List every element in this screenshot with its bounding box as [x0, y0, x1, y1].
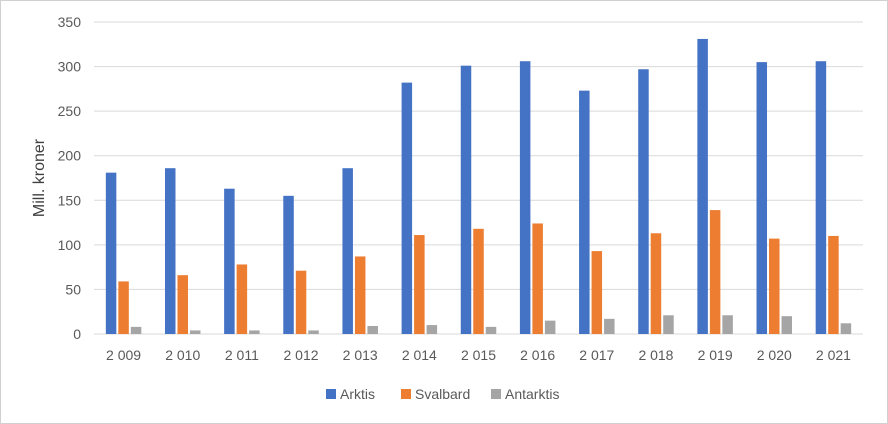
y-tick-label: 150 [58, 192, 82, 208]
bar-arktis-5 [401, 82, 413, 334]
y-axis-label: Mill. kroner [31, 138, 48, 217]
y-tick-label: 50 [65, 281, 81, 297]
bar-arktis-2 [224, 188, 235, 334]
bar-arktis-8 [579, 90, 590, 334]
bar-arktis-9 [638, 69, 649, 334]
bar-arktis-4 [342, 168, 353, 334]
bar-svalbard-6 [473, 228, 484, 334]
bar-arktis-7 [519, 61, 531, 334]
bar-svalbard-11 [769, 238, 780, 334]
bar-svalbard-10 [709, 210, 721, 334]
legend-swatch-arktis [326, 389, 336, 399]
y-tick-label: 200 [58, 148, 82, 164]
bar-svalbard-9 [650, 233, 662, 334]
x-tick-label: 2 019 [698, 347, 733, 363]
x-axis-ticks: 2 009 2 010 2 011 2 012 2 013 2 014 2 015 2 016… [106, 347, 851, 363]
bar-antarktis-1 [189, 330, 201, 334]
bar-antarktis-6 [485, 326, 497, 334]
bar-antarktis-0 [130, 326, 142, 334]
bar-antarktis-4 [367, 325, 378, 334]
bar-antarktis-2 [249, 330, 260, 334]
bar-arktis-12 [815, 61, 827, 334]
bar-svalbard-1 [177, 275, 188, 334]
bar-arktis-10 [697, 38, 708, 335]
x-tick-label: 2 018 [638, 347, 673, 363]
x-tick-label: 2 010 [165, 347, 200, 363]
x-tick-label: 2 013 [343, 347, 378, 363]
bar-antarktis-11 [781, 316, 793, 334]
bar-antarktis-12 [840, 323, 852, 334]
bar-svalbard-3 [295, 270, 307, 334]
y-axis-ticks: 0 50 100 150 200 250 300 350 [58, 14, 82, 342]
y-tick-label: 0 [73, 326, 81, 342]
bar-svalbard-0 [118, 281, 129, 334]
legend-label-svalbard: Svalbard [415, 386, 470, 402]
x-tick-label: 2 017 [579, 347, 614, 363]
y-tick-label: 250 [58, 103, 82, 119]
x-tick-label: 2 011 [225, 347, 259, 363]
y-tick-label: 300 [58, 59, 82, 75]
x-tick-label: 2 021 [816, 347, 851, 363]
bar-antarktis-8 [604, 318, 615, 334]
x-tick-label: 2 016 [520, 347, 555, 363]
x-tick-label: 2 014 [402, 347, 437, 363]
bar-svalbard-12 [828, 235, 839, 334]
legend-label-arktis: Arktis [340, 386, 375, 402]
bar-antarktis-5 [426, 325, 438, 334]
bar-svalbard-2 [236, 264, 248, 334]
x-tick-label: 2 020 [757, 347, 792, 363]
bar-antarktis-7 [544, 320, 556, 334]
bar-arktis-6 [460, 65, 472, 335]
y-tick-label: 100 [58, 237, 82, 253]
bar-antarktis-3 [308, 330, 319, 334]
bar-antarktis-10 [722, 315, 733, 334]
bar-arktis-0 [105, 172, 117, 334]
x-tick-label: 2 015 [461, 347, 496, 363]
bar-antarktis-9 [663, 315, 674, 334]
bar-svalbard-8 [591, 251, 603, 334]
bar-arktis-3 [283, 195, 294, 334]
legend: Arktis Svalbard Antarktis [326, 386, 559, 402]
x-tick-label: 2 009 [106, 347, 141, 363]
bar-svalbard-7 [532, 223, 543, 334]
bar-svalbard-5 [414, 235, 425, 334]
bar-arktis-11 [756, 62, 768, 334]
legend-swatch-svalbard [401, 389, 411, 399]
x-tick-label: 2 012 [284, 347, 319, 363]
bar-svalbard-4 [354, 256, 366, 334]
y-tick-label: 350 [58, 14, 82, 30]
bars [105, 38, 852, 335]
legend-label-antarktis: Antarktis [505, 386, 559, 402]
bar-arktis-1 [164, 168, 176, 334]
legend-swatch-antarktis [491, 389, 501, 399]
